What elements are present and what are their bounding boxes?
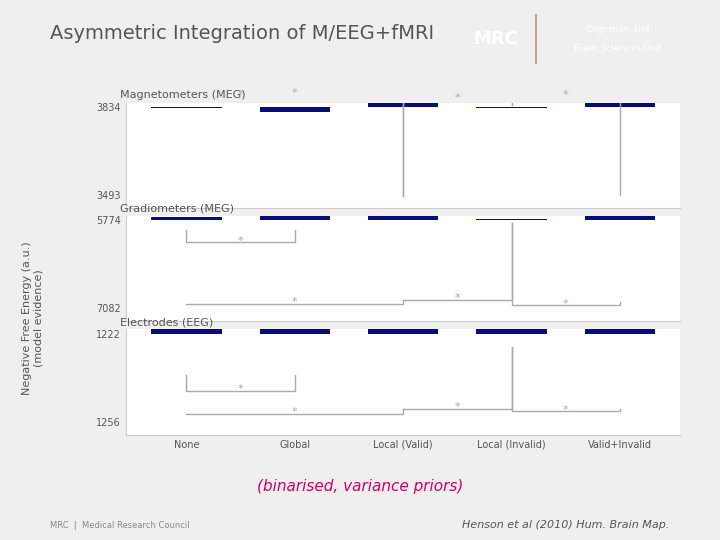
Bar <box>260 211 330 220</box>
Text: *: * <box>563 299 569 309</box>
Bar <box>260 293 330 334</box>
Text: (binarised, variance priors): (binarised, variance priors) <box>257 478 463 494</box>
Text: *: * <box>563 90 569 100</box>
Text: *: * <box>292 298 297 307</box>
Bar <box>151 316 222 334</box>
Text: *: * <box>238 384 243 394</box>
Bar <box>477 107 546 108</box>
Bar <box>368 141 438 220</box>
Text: *: * <box>454 93 460 103</box>
Text: MRC  |  Medical Research Council: MRC | Medical Research Council <box>50 521 190 530</box>
Text: *: * <box>292 407 297 417</box>
Bar <box>477 323 546 334</box>
Bar <box>477 219 546 220</box>
Text: *: * <box>238 236 243 246</box>
Text: Cognition and: Cognition and <box>586 25 649 34</box>
Text: Negative Free Energy (a.u.)
(model evidence): Negative Free Energy (a.u.) (model evide… <box>22 242 43 395</box>
Text: Brain Sciences Unit: Brain Sciences Unit <box>574 44 662 53</box>
Text: Asymmetric Integration of M/EEG+fMRI: Asymmetric Integration of M/EEG+fMRI <box>50 24 435 43</box>
Text: Magnetometers (MEG): Magnetometers (MEG) <box>120 91 246 100</box>
Text: *: * <box>454 402 460 412</box>
Text: Henson et al (2010) Hum. Brain Map.: Henson et al (2010) Hum. Brain Map. <box>462 520 670 530</box>
Bar <box>585 139 655 220</box>
Bar <box>368 261 438 334</box>
Text: *: * <box>454 293 460 303</box>
Bar <box>151 217 222 220</box>
Text: *: * <box>292 87 297 98</box>
Text: Gradiometers (MEG): Gradiometers (MEG) <box>120 204 235 214</box>
Bar <box>585 261 655 334</box>
Bar <box>260 107 330 112</box>
Bar <box>585 18 655 107</box>
Bar <box>368 18 438 107</box>
Text: *: * <box>563 404 569 415</box>
Text: *: * <box>238 90 243 100</box>
Text: MRC: MRC <box>473 30 518 48</box>
Text: Electrodes (EEG): Electrodes (EEG) <box>120 318 214 327</box>
